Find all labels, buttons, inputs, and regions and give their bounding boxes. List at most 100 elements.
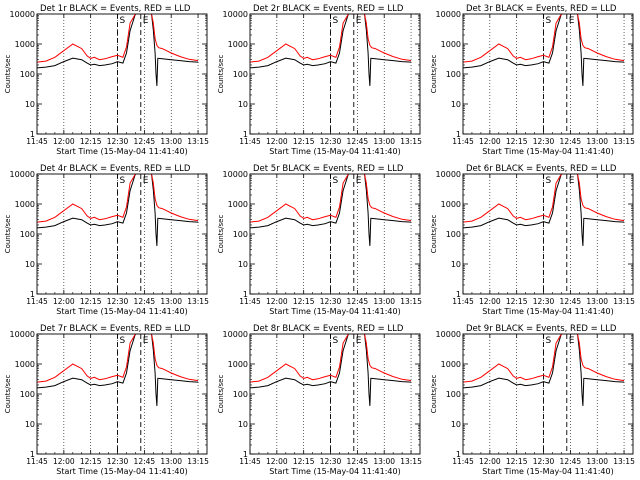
y-tick-label: 10000 bbox=[10, 330, 35, 339]
marker-label-s: S bbox=[333, 336, 339, 346]
x-axis-label: Start Time (15-May-04 11:41:40) bbox=[482, 467, 613, 476]
x-axis-label: Start Time (15-May-04 11:41:40) bbox=[482, 147, 613, 156]
y-tick-label: 10000 bbox=[223, 170, 248, 179]
y-tick-label: 1000 bbox=[15, 360, 35, 369]
y-tick-label: 100 bbox=[446, 230, 461, 239]
y-tick-label: 1 bbox=[243, 450, 248, 459]
series-events bbox=[250, 334, 412, 406]
y-tick-label: 10000 bbox=[436, 170, 461, 179]
y-tick-label: 1000 bbox=[228, 200, 248, 209]
x-axis-label: Start Time (15-May-04 11:41:40) bbox=[56, 307, 187, 316]
x-tick-label: 13:15 bbox=[187, 297, 209, 306]
series-events bbox=[37, 334, 199, 406]
x-tick-label: 11:45 bbox=[452, 297, 474, 306]
x-tick-label: 12:00 bbox=[53, 297, 75, 306]
x-tick-label: 12:00 bbox=[266, 297, 288, 306]
y-axis-label: Counts/sec bbox=[217, 55, 225, 94]
x-tick-label: 12:30 bbox=[533, 297, 555, 306]
marker-label-s: S bbox=[120, 16, 126, 26]
x-tick-label: 12:15 bbox=[293, 297, 315, 306]
x-tick-label: 13:00 bbox=[160, 457, 182, 466]
x-tick-label: 12:00 bbox=[479, 297, 501, 306]
x-tick-label: 13:00 bbox=[160, 297, 182, 306]
x-tick-label: 12:30 bbox=[533, 457, 555, 466]
y-tick-label: 100 bbox=[20, 70, 35, 79]
x-tick-label: 13:15 bbox=[400, 297, 422, 306]
x-tick-label: 12:45 bbox=[347, 297, 369, 306]
series-events bbox=[463, 334, 625, 406]
plot-frame bbox=[462, 333, 634, 455]
plot-frame bbox=[249, 173, 421, 295]
chart-title: Det 5r BLACK = Events, RED = LLD bbox=[253, 164, 404, 174]
plot-frame bbox=[462, 173, 634, 295]
x-tick-label: 13:15 bbox=[613, 457, 635, 466]
x-tick-label: 13:15 bbox=[400, 457, 422, 466]
y-tick-label: 10000 bbox=[223, 330, 248, 339]
y-tick-label: 10 bbox=[25, 260, 35, 269]
x-tick-label: 12:45 bbox=[134, 457, 156, 466]
x-tick-label: 12:30 bbox=[107, 457, 129, 466]
x-tick-label: 12:00 bbox=[53, 137, 75, 146]
y-tick-label: 1 bbox=[30, 290, 35, 299]
y-axis-label: Counts/sec bbox=[430, 55, 438, 94]
y-tick-label: 100 bbox=[20, 390, 35, 399]
x-tick-label: 12:30 bbox=[533, 137, 555, 146]
series-lld bbox=[463, 334, 625, 383]
x-tick-label: 13:00 bbox=[373, 457, 395, 466]
y-tick-label: 1 bbox=[456, 290, 461, 299]
marker-label-s: S bbox=[120, 336, 126, 346]
x-tick-label: 12:15 bbox=[506, 297, 528, 306]
x-tick-label: 13:00 bbox=[373, 297, 395, 306]
x-tick-label: 13:15 bbox=[613, 137, 635, 146]
y-tick-label: 1000 bbox=[15, 40, 35, 49]
plot-frame bbox=[249, 333, 421, 455]
y-axis-label: Counts/sec bbox=[430, 375, 438, 414]
y-tick-label: 1 bbox=[243, 130, 248, 139]
x-tick-label: 12:45 bbox=[560, 137, 582, 146]
y-tick-label: 10000 bbox=[436, 10, 461, 19]
chart-panel-1: Det 1r BLACK = Events, RED = LLD S E 1 10 100… bbox=[4, 4, 209, 156]
x-tick-label: 13:00 bbox=[586, 457, 608, 466]
y-tick-label: 1 bbox=[456, 130, 461, 139]
x-tick-label: 11:45 bbox=[26, 137, 48, 146]
y-tick-label: 100 bbox=[233, 70, 248, 79]
marker-label-e: E bbox=[143, 176, 149, 186]
series-lld bbox=[463, 14, 625, 63]
chart-title: Det 8r BLACK = Events, RED = LLD bbox=[253, 324, 404, 334]
marker-label-e: E bbox=[143, 16, 149, 26]
series-lld bbox=[37, 174, 199, 223]
marker-label-e: E bbox=[569, 336, 575, 346]
x-tick-label: 12:30 bbox=[107, 297, 129, 306]
x-tick-label: 12:30 bbox=[320, 457, 342, 466]
marker-label-s: S bbox=[333, 16, 339, 26]
y-tick-label: 1000 bbox=[441, 360, 461, 369]
y-tick-label: 10000 bbox=[10, 10, 35, 19]
y-tick-label: 1000 bbox=[228, 360, 248, 369]
x-tick-label: 13:15 bbox=[400, 137, 422, 146]
x-tick-label: 13:00 bbox=[373, 137, 395, 146]
chart-panel-5: Det 5r BLACK = Events, RED = LLD S E 1 10 100… bbox=[217, 164, 422, 316]
y-tick-label: 1 bbox=[243, 290, 248, 299]
chart-title: Det 9r BLACK = Events, RED = LLD bbox=[466, 324, 617, 334]
chart-title: Det 6r BLACK = Events, RED = LLD bbox=[466, 164, 617, 174]
x-tick-label: 12:00 bbox=[266, 457, 288, 466]
x-tick-label: 12:00 bbox=[479, 137, 501, 146]
marker-label-s: S bbox=[120, 176, 126, 186]
series-lld bbox=[250, 14, 412, 63]
x-tick-label: 12:30 bbox=[320, 297, 342, 306]
y-axis-label: Counts/sec bbox=[4, 375, 12, 414]
series-events bbox=[463, 174, 625, 246]
y-tick-label: 10 bbox=[25, 100, 35, 109]
y-tick-label: 10 bbox=[238, 260, 248, 269]
x-tick-label: 12:15 bbox=[293, 457, 315, 466]
marker-label-s: S bbox=[546, 176, 552, 186]
y-tick-label: 10 bbox=[25, 420, 35, 429]
marker-label-e: E bbox=[356, 336, 362, 346]
y-tick-label: 100 bbox=[20, 230, 35, 239]
chart-panel-6: Det 6r BLACK = Events, RED = LLD S E 1 10 100… bbox=[430, 164, 635, 316]
y-tick-label: 10000 bbox=[223, 10, 248, 19]
x-tick-label: 12:15 bbox=[293, 137, 315, 146]
chart-title: Det 1r BLACK = Events, RED = LLD bbox=[40, 4, 191, 14]
x-tick-label: 11:45 bbox=[452, 137, 474, 146]
